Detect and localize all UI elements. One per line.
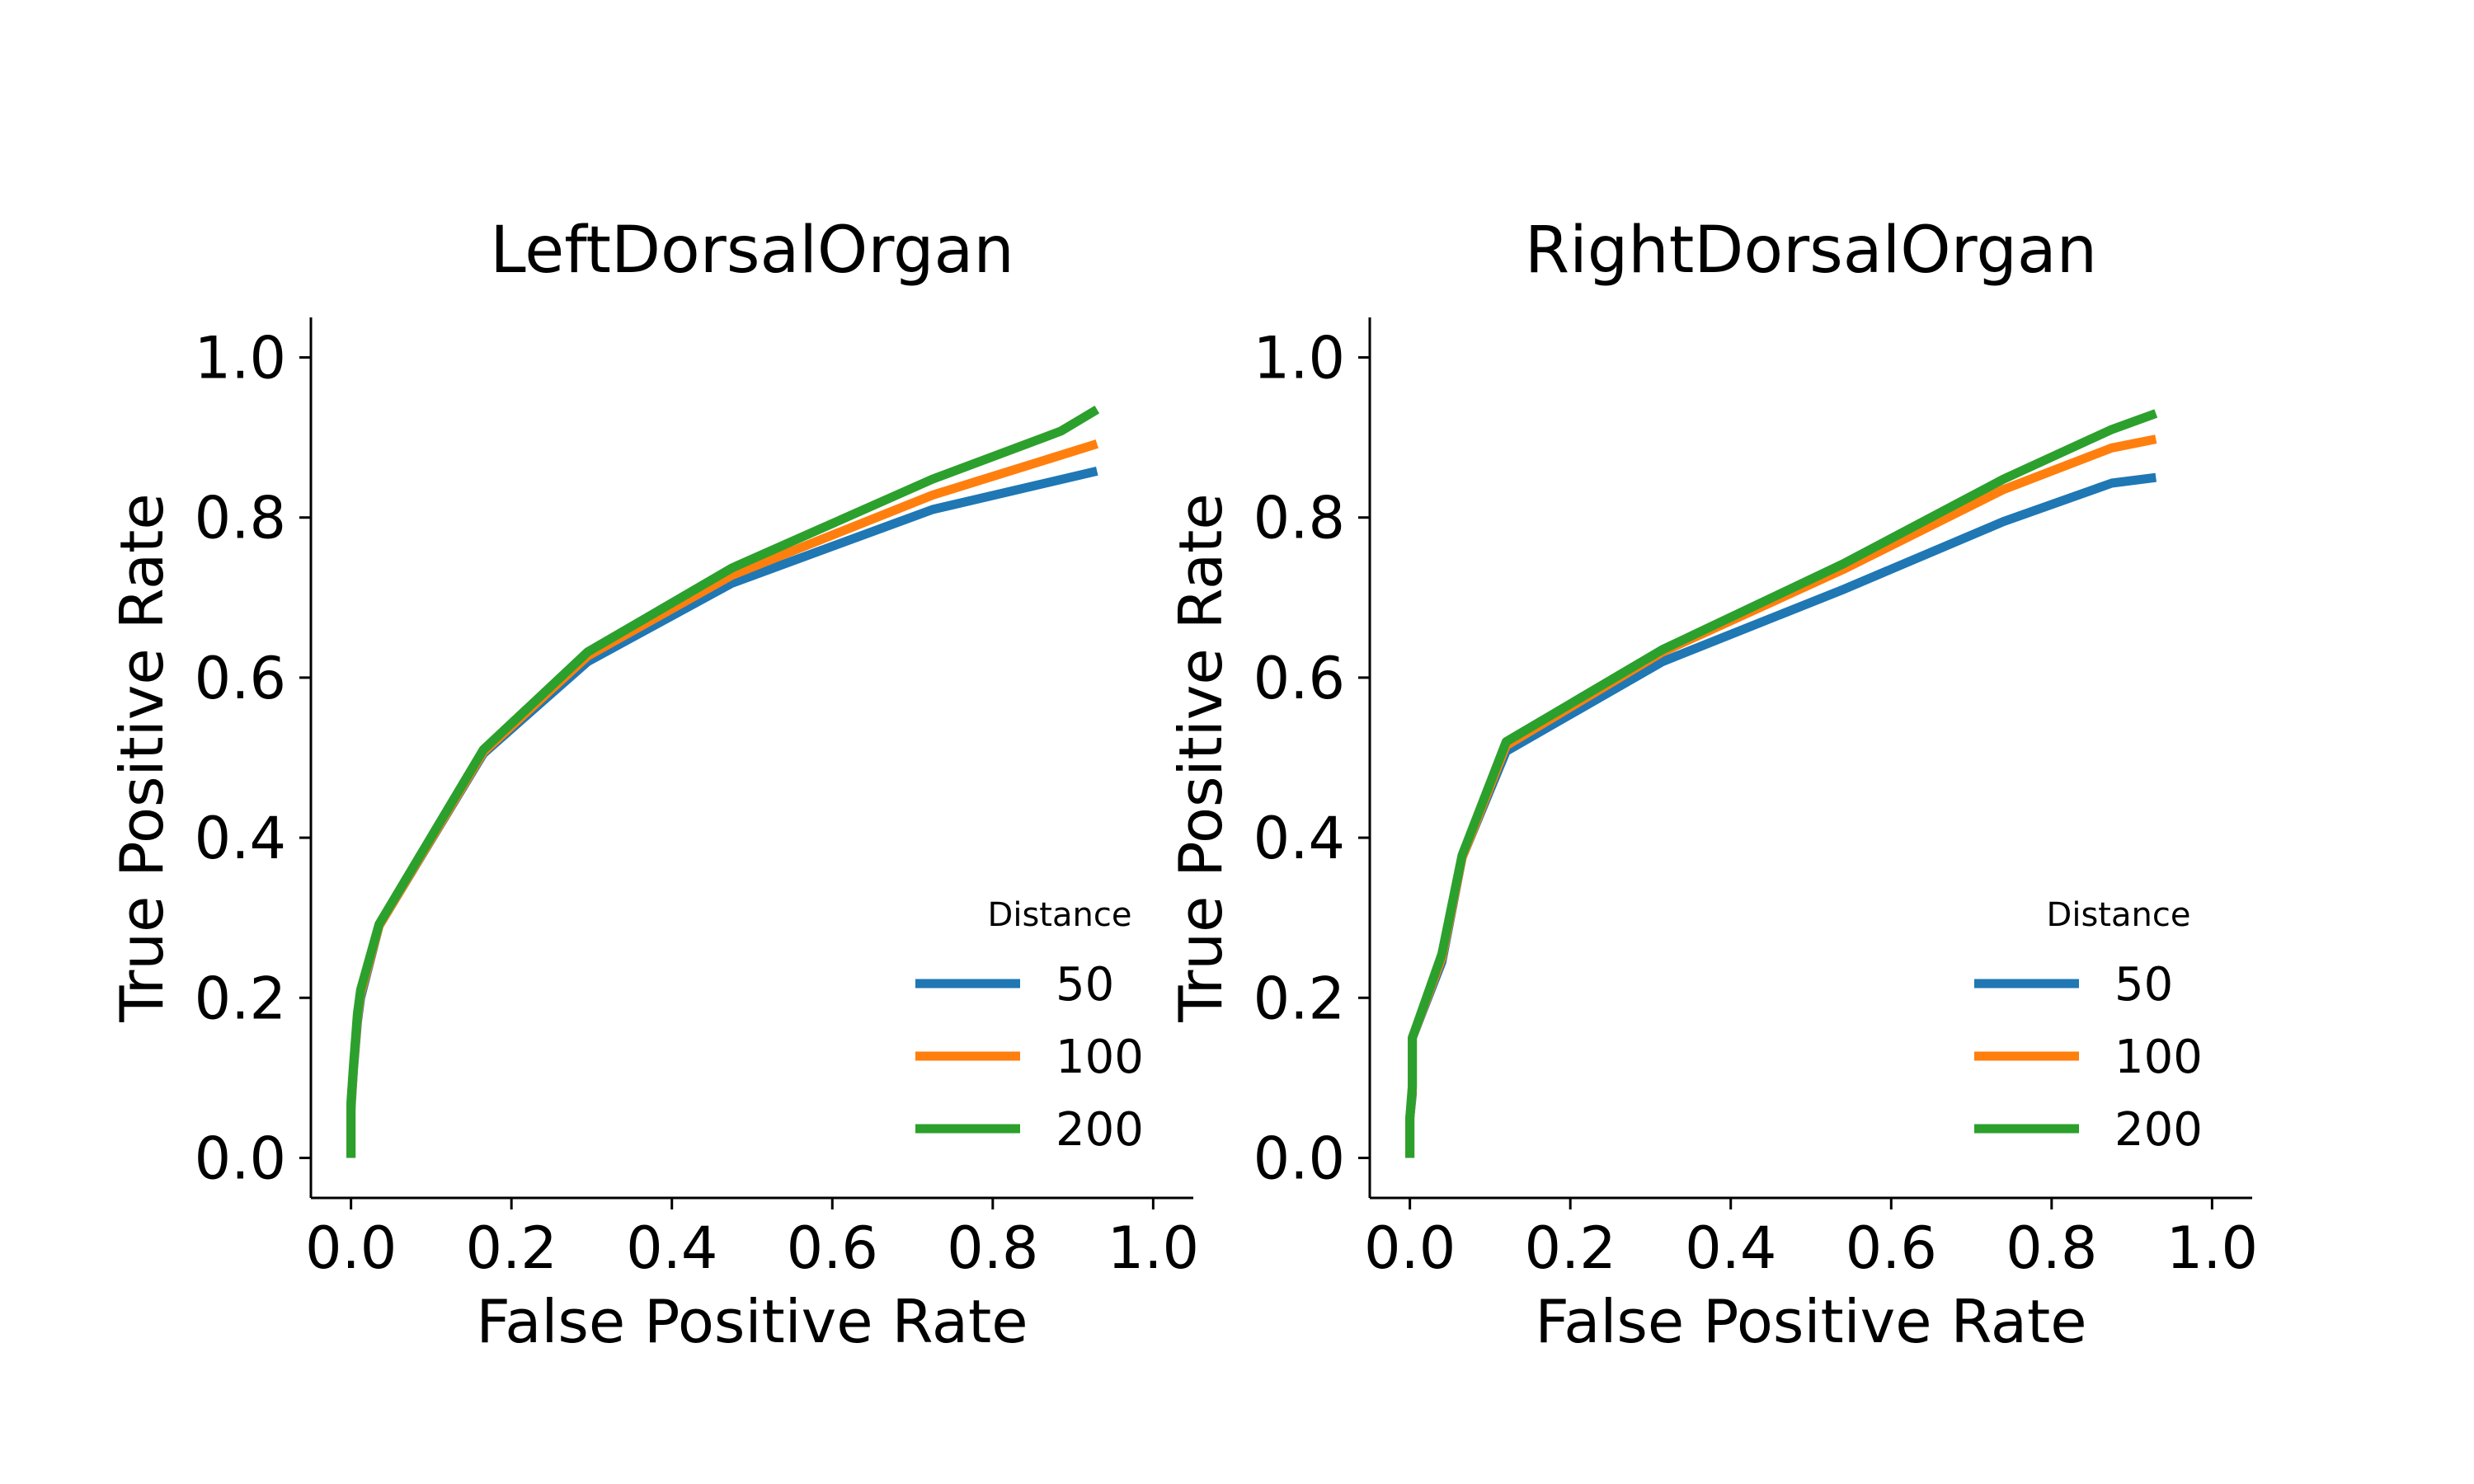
legend-label-200: 200 xyxy=(2114,1103,2203,1157)
y-tick-label: 0.8 xyxy=(1253,485,1345,552)
chart-panel-left-dorsal-organ: LeftDorsalOrgan 0.0 0.2 0.4 0.6 0.8 1.0 0.0 0.2 0… xyxy=(107,214,1199,1356)
x-tick-label: 0.0 xyxy=(1364,1214,1456,1282)
chart-panel-right-dorsal-organ: RightDorsalOrgan 0.0 0.2 0.4 0.6 0.8 1.0 0.0 0.2… xyxy=(1166,214,2258,1356)
y-tick-label: 0.8 xyxy=(195,485,286,552)
y-axis-label: True Positive Rate xyxy=(1166,493,1235,1022)
x-tick-label: 0.2 xyxy=(466,1214,557,1282)
x-tick-label: 0.2 xyxy=(1525,1214,1616,1282)
y-tick-label: 0.6 xyxy=(195,645,286,712)
y-tick-label: 0.2 xyxy=(195,965,286,1032)
y-tick-label: 1.0 xyxy=(195,325,286,392)
x-tick-label: 0.0 xyxy=(305,1214,397,1282)
x-axis-label: False Positive Rate xyxy=(1535,1287,2086,1356)
x-tick-label: 0.6 xyxy=(787,1214,878,1282)
y-axis-label: True Positive Rate xyxy=(107,493,176,1022)
y-tick-label: 0.4 xyxy=(195,805,286,872)
series-line-200 xyxy=(1405,409,2158,1158)
x-axis-label: False Positive Rate xyxy=(476,1287,1028,1356)
x-tick-label: 0.4 xyxy=(1685,1214,1776,1282)
legend: Distance 50 100 200 xyxy=(915,896,1144,1157)
y-tick-label: 0.4 xyxy=(1253,805,1345,872)
x-tick-label: 0.6 xyxy=(1846,1214,1937,1282)
legend-label-100: 100 xyxy=(1056,1031,1144,1084)
legend-label-200: 200 xyxy=(1056,1103,1144,1157)
y-tick-label: 0.0 xyxy=(1253,1125,1345,1192)
x-tick-label: 0.8 xyxy=(947,1214,1038,1282)
chart-title: RightDorsalOrgan xyxy=(1525,214,2097,288)
x-tick-label: 0.4 xyxy=(626,1214,717,1282)
legend-label-50: 50 xyxy=(2114,958,2173,1012)
x-tick-label: 1.0 xyxy=(2166,1214,2258,1282)
legend-label-50: 50 xyxy=(1056,958,1114,1012)
y-tick-label: 0.0 xyxy=(195,1125,286,1192)
chart-title: LeftDorsalOrgan xyxy=(490,214,1014,288)
y-tick-label: 0.6 xyxy=(1253,645,1345,712)
series-line-100 xyxy=(346,439,1098,1158)
legend-label-100: 100 xyxy=(2114,1031,2203,1084)
x-tick-label: 1.0 xyxy=(1108,1214,1199,1282)
legend: Distance 50 100 200 xyxy=(1974,896,2203,1157)
legend-title: Distance xyxy=(988,896,1132,934)
legend-title: Distance xyxy=(2047,896,2191,934)
y-tick-label: 1.0 xyxy=(1253,325,1345,392)
series-line-100 xyxy=(1405,434,2157,1158)
x-tick-label: 0.8 xyxy=(2006,1214,2097,1282)
series-line-200 xyxy=(346,405,1100,1158)
y-tick-label: 0.2 xyxy=(1253,965,1345,1032)
